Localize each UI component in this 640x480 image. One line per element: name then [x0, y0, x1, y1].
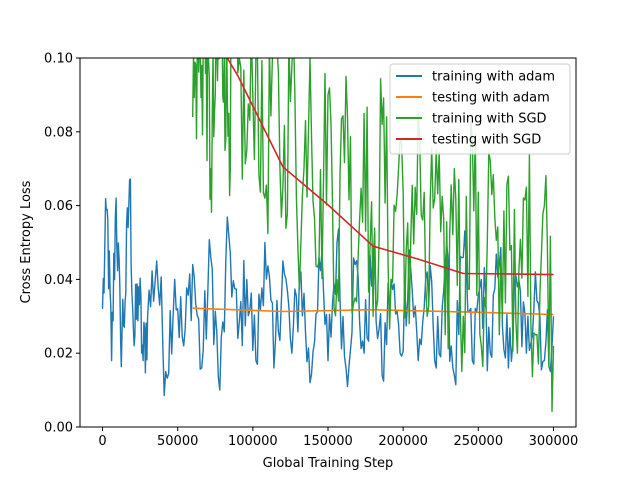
y-tick-label: 0.08: [44, 125, 73, 140]
y-axis: 0.00 0.02 0.04 0.06 0.08 0.10: [44, 52, 80, 436]
x-tick-label: 50000: [157, 434, 198, 449]
legend-entry-1: testing with adam: [432, 91, 550, 106]
x-tick-label: 300000: [529, 434, 579, 449]
legend-entry-0: training with adam: [432, 70, 555, 85]
series-line-2: [192, 58, 555, 412]
legend-entry-3: testing with SGD: [432, 133, 541, 148]
x-tick-label: 0: [98, 434, 106, 449]
legend: training with adam testing with adam train…: [389, 63, 571, 155]
x-axis-label: Global Training Step: [263, 456, 394, 471]
y-axis-label: Cross Entropy Loss: [19, 180, 34, 303]
legend-box: [389, 63, 571, 155]
series-line-0: [101, 178, 555, 397]
x-tick-label: 200000: [378, 434, 428, 449]
series-line-3: [226, 58, 554, 276]
series-layer: [101, 58, 555, 412]
y-tick-label: 0.02: [44, 347, 73, 362]
y-tick-label: 0.10: [44, 52, 73, 67]
x-tick-label: 100000: [228, 434, 278, 449]
y-tick-label: 0.00: [44, 421, 73, 436]
legend-entry-2: training with SGD: [432, 112, 547, 127]
x-tick-label: 250000: [453, 434, 503, 449]
x-axis: 0 50000 100000 150000 200000 250000 300000: [98, 427, 578, 449]
x-tick-label: 150000: [303, 434, 353, 449]
y-tick-label: 0.04: [44, 273, 73, 288]
y-tick-label: 0.06: [44, 199, 73, 214]
